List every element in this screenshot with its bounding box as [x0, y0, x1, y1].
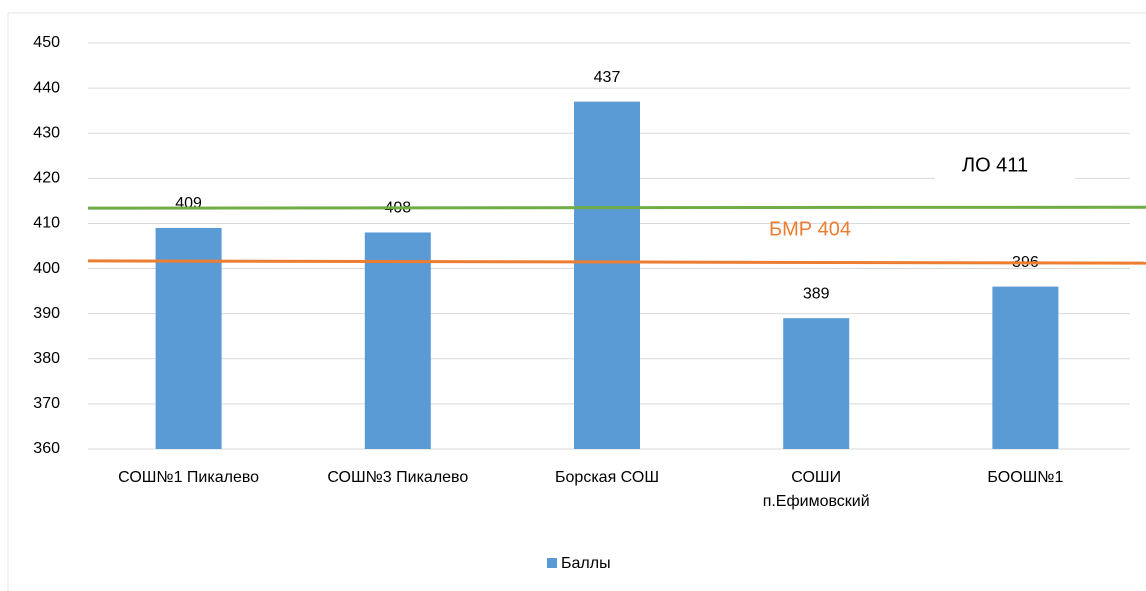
y-tick-label: 380 — [33, 350, 60, 367]
x-tick-label: Борская СОШ — [555, 469, 659, 486]
reference-line — [87, 205, 1146, 210]
x-tick-label: СОШ№1 Пикалево — [118, 469, 260, 486]
y-tick-label: 440 — [33, 79, 60, 96]
y-tick-label: 360 — [33, 440, 60, 457]
data-label: 409 — [175, 195, 202, 212]
bar — [783, 318, 850, 449]
y-tick-label: 430 — [33, 124, 60, 141]
label-background — [935, 148, 1075, 182]
legend-label: Баллы — [561, 555, 611, 572]
reference-label: БМР 404 — [769, 218, 851, 240]
data-label: 437 — [594, 69, 621, 86]
x-tick-label: СОШ№3 Пикалево — [327, 469, 469, 486]
y-tick-label: 410 — [33, 215, 60, 232]
reference-line — [87, 259, 1146, 265]
legend-swatch — [547, 558, 557, 568]
bar — [364, 232, 431, 449]
x-tick-label: БООШ№1 — [987, 469, 1064, 486]
x-tick-label: СОШИ п.Ефимовский — [762, 469, 870, 510]
bar — [574, 101, 640, 450]
reference-label: ЛО 411 — [962, 154, 1028, 176]
bar — [992, 286, 1059, 449]
y-tick-label: 390 — [33, 305, 60, 322]
y-tick-label: 450 — [33, 34, 60, 51]
y-tick-label: 420 — [33, 170, 60, 187]
y-tick-label: 400 — [33, 260, 60, 277]
y-tick-label: 370 — [33, 395, 60, 412]
data-label: 389 — [803, 285, 830, 302]
bar — [155, 227, 222, 449]
